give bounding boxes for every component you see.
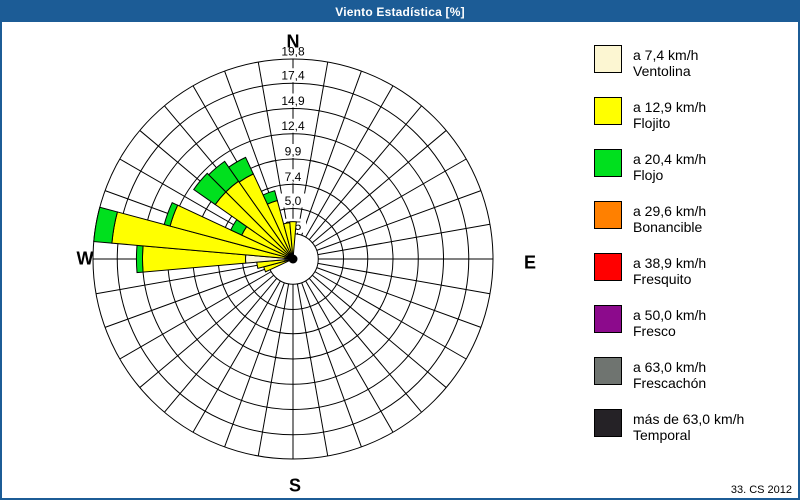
- grid-spoke: [164, 278, 278, 413]
- compass-label-north: N: [286, 31, 300, 52]
- legend-speed-label: a 7,4 km/h: [633, 47, 699, 63]
- legend-beaufort-name: Flojo: [633, 167, 664, 183]
- ring-label: 17,4: [281, 69, 305, 83]
- footer-credit: 33. CS 2012: [730, 484, 792, 496]
- ring-label: 19,8: [281, 45, 305, 59]
- legend-item: a 20,4 km/h Flojo: [594, 149, 794, 183]
- legend-swatch: [594, 409, 622, 437]
- legend-swatch: [594, 305, 622, 333]
- compass-label-south: S: [288, 475, 302, 496]
- legend-beaufort-name: Flojito: [633, 115, 671, 131]
- grid-spoke: [316, 267, 482, 328]
- grid-spoke: [308, 278, 422, 413]
- legend-item: a 63,0 km/h Frescachón: [594, 357, 794, 391]
- petal-flojito-dir-0: [289, 221, 297, 255]
- grid-spoke: [314, 271, 467, 360]
- legend-speed-label: a 29,6 km/h: [633, 203, 707, 219]
- legend-item: a 38,9 km/h Fresquito: [594, 253, 794, 287]
- legend-item: a 12,9 km/h Flojito: [594, 97, 794, 131]
- ring-label-bg: [280, 193, 306, 208]
- ring-label-bg: [277, 44, 309, 58]
- legend-swatch: [594, 357, 622, 385]
- grid-spoke: [305, 280, 394, 433]
- grid-spoke: [314, 158, 467, 247]
- legend-speed-label: a 12,9 km/h: [633, 99, 707, 115]
- grid-spoke: [301, 282, 362, 448]
- legend-speed-label: a 50,0 km/h: [633, 307, 707, 323]
- petal-flojo-dir-310: [193, 172, 227, 206]
- grid-spoke: [119, 271, 272, 360]
- grid-spoke: [312, 274, 447, 388]
- legend-speed-label: más de 63,0 km/h: [633, 411, 745, 427]
- legend-swatch: [594, 201, 622, 229]
- center-point: [288, 254, 298, 264]
- grid-spoke: [192, 280, 281, 433]
- grid-spoke: [224, 282, 285, 448]
- legend-item: a 7,4 km/h Ventolina: [594, 45, 794, 79]
- grid-spoke: [296, 283, 329, 457]
- petal-flojo-dir-290: [163, 201, 179, 227]
- ring-label: 9,9: [285, 145, 302, 159]
- ring-label: 7,4: [285, 170, 302, 184]
- legend-swatch: [594, 97, 622, 125]
- ring-label-bg: [277, 93, 309, 108]
- legend-item: a 50,0 km/h Fresco: [594, 305, 794, 339]
- grid-spoke: [308, 105, 422, 240]
- legend-speed-label: a 38,9 km/h: [633, 255, 707, 271]
- legend-swatch: [594, 253, 622, 281]
- petal-flojo-dir-330: [227, 156, 254, 183]
- legend-item: a 29,6 km/h Bonancible: [594, 201, 794, 235]
- petal-flojo-dir-280: [93, 206, 118, 244]
- legend-speed-label: a 20,4 km/h: [633, 151, 707, 167]
- legend-swatch: [594, 45, 622, 73]
- grid-spoke: [301, 70, 362, 236]
- petal-flojo-dir-340: [262, 190, 278, 205]
- ring-label: 12,4: [281, 119, 305, 133]
- legend-beaufort-name: Ventolina: [633, 63, 691, 79]
- legend-beaufort-name: Fresco: [633, 323, 676, 339]
- ring-label-bg: [277, 68, 309, 83]
- grid-spoke: [305, 85, 394, 238]
- legend-beaufort-name: Bonancible: [633, 219, 703, 235]
- legend-beaufort-name: Temporal: [633, 427, 691, 443]
- grid-spoke: [139, 274, 274, 388]
- legend-beaufort-name: Fresquito: [633, 271, 692, 287]
- grid-spoke: [104, 267, 270, 328]
- legend: a 7,4 km/h Ventolina a 12,9 km/h Flojito a 2…: [594, 45, 794, 461]
- ring-label: 5,0: [285, 194, 302, 208]
- grid-spoke: [316, 190, 482, 251]
- legend-swatch: [594, 149, 622, 177]
- compass-label-east: E: [523, 252, 537, 273]
- legend-beaufort-name: Frescachón: [633, 375, 707, 391]
- windrose-chart: 2,55,07,49,912,414,917,419,8: [92, 44, 494, 460]
- ring-label: 14,9: [281, 94, 305, 108]
- ring-label-bg: [280, 144, 306, 158]
- window-titlebar[interactable]: Viento Estadística [%]: [2, 2, 798, 22]
- grid-spoke: [317, 262, 491, 295]
- legend-speed-label: a 63,0 km/h: [633, 359, 707, 375]
- petal-flojo-dir-320: [208, 160, 240, 193]
- petal-flojo-dir-270: [135, 244, 144, 274]
- grid-spoke: [317, 223, 491, 256]
- ring-label-bg: [277, 118, 309, 133]
- grid-spoke: [312, 130, 447, 244]
- ring-label-bg: [280, 169, 306, 184]
- grid-spoke: [95, 262, 269, 295]
- compass-label-west: W: [76, 248, 94, 269]
- grid-spoke: [257, 283, 290, 457]
- legend-item: más de 63,0 km/h Temporal: [594, 409, 794, 443]
- chart-area: 2,55,07,49,912,414,917,419,8 N E S W a 7…: [2, 22, 798, 498]
- window-title: Viento Estadística [%]: [335, 5, 465, 19]
